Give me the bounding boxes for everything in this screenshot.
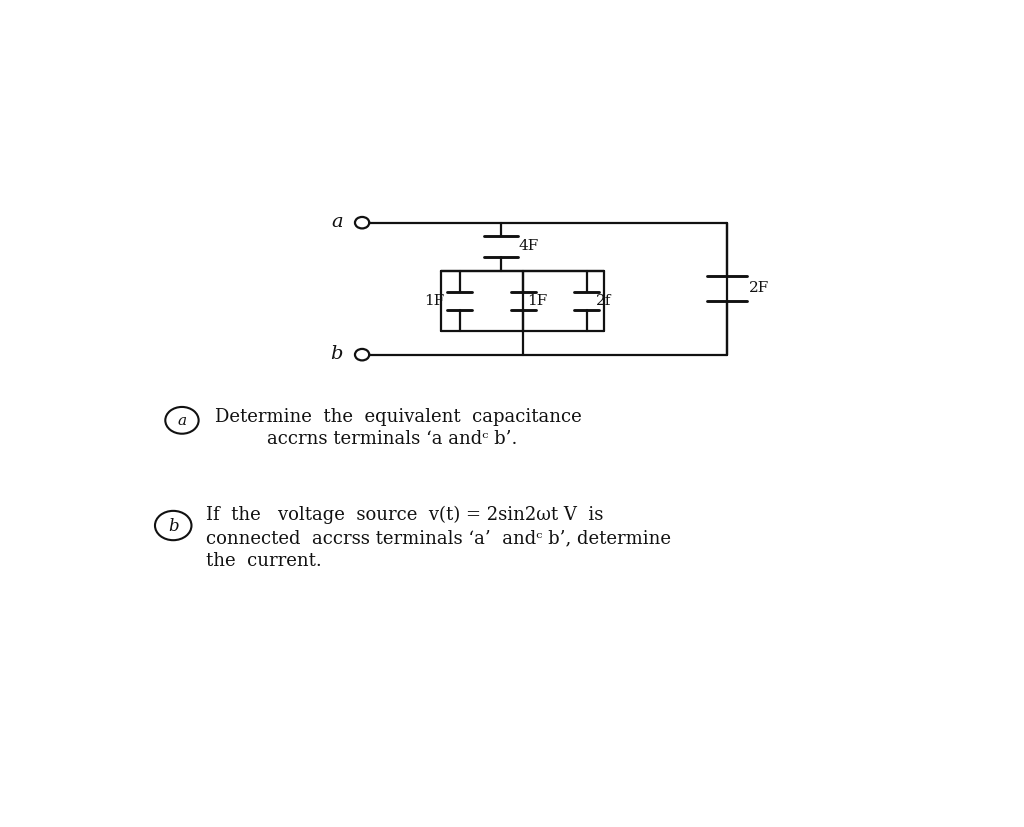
Text: a: a — [331, 213, 343, 231]
Text: 4F: 4F — [518, 238, 539, 252]
Text: 1F: 1F — [424, 293, 444, 307]
Text: If  the   voltage  source  v(t) = 2sin2ωt V  is: If the voltage source v(t) = 2sin2ωt V i… — [206, 505, 603, 523]
Text: Determine  the  equivalent  capacitance: Determine the equivalent capacitance — [215, 408, 582, 425]
Text: the  current.: the current. — [206, 552, 322, 569]
Text: 1F: 1F — [527, 293, 548, 307]
Text: 2f: 2f — [596, 293, 611, 307]
Text: b: b — [331, 345, 343, 363]
Text: b: b — [168, 518, 178, 534]
Text: a: a — [177, 414, 186, 428]
Text: 2F: 2F — [750, 281, 770, 295]
Text: connected  accrss terminals ‘a’  andᶜ b’, determine: connected accrss terminals ‘a’ andᶜ b’, … — [206, 528, 671, 547]
Text: accrns terminals ‘a andᶜ b’.: accrns terminals ‘a andᶜ b’. — [267, 429, 517, 447]
